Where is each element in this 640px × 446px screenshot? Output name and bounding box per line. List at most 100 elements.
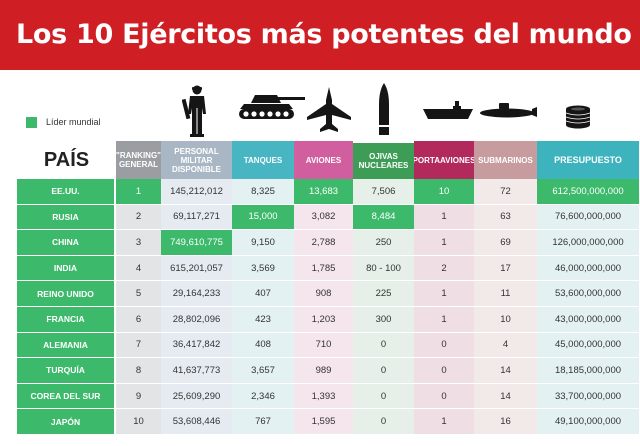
soldier-icon	[182, 85, 206, 137]
table-cell-presupuesto: 18,185,000,000	[537, 358, 639, 384]
fighter-jet-icon	[307, 87, 351, 132]
country-label: TURQUÍA	[17, 358, 116, 384]
table-cell-tanques: 8,325	[232, 179, 294, 205]
military-table: PAÍS "RANKING" GENERAL PERSONAL MILITAR DI…	[17, 141, 639, 435]
table-cell-aviones: 1,203	[294, 306, 353, 333]
table-cell-personal: 41,637,773	[161, 358, 232, 384]
country-label: COREA DEL SUR	[17, 383, 116, 410]
table-cell-portaaviones: 0	[414, 332, 474, 359]
table-cell-personal: 25,609,290	[161, 383, 232, 410]
warhead-icon	[379, 83, 389, 135]
table-cell-personal: 29,164,233	[161, 281, 232, 307]
table-cell-presupuesto: 612,500,000,000	[537, 179, 639, 205]
table-cell-ranking: 8	[116, 358, 161, 384]
table-cell-submarinos: 72	[474, 179, 537, 205]
country-label: REINO UNIDO	[17, 281, 116, 307]
table-cell-ojivas: 8,484	[353, 204, 414, 231]
table-cell-ranking: 9	[116, 383, 161, 410]
table-cell-aviones: 710	[294, 332, 353, 359]
table-cell-submarinos: 14	[474, 383, 537, 410]
column-header-personal: PERSONAL MILITAR DISPONIBLE	[161, 141, 232, 179]
table-cell-aviones: 1,785	[294, 255, 353, 282]
table-cell-submarinos: 16	[474, 409, 537, 435]
coins-icon	[565, 105, 591, 129]
table-cell-personal: 749,610,775	[161, 230, 232, 256]
column-header-submarinos: SUBMARINOS	[474, 141, 537, 179]
table-cell-ranking: 6	[116, 306, 161, 333]
table-cell-tanques: 767	[232, 409, 294, 435]
table-cell-aviones: 989	[294, 358, 353, 384]
table-cell-portaaviones: 10	[414, 179, 474, 205]
table-cell-ranking: 4	[116, 255, 161, 282]
table-cell-aviones: 908	[294, 281, 353, 307]
table-cell-tanques: 3,657	[232, 358, 294, 384]
table-cell-portaaviones: 1	[414, 306, 474, 333]
table-cell-portaaviones: 0	[414, 358, 474, 384]
table-cell-ojivas: 80 - 100	[353, 255, 414, 282]
table-cell-ranking: 7	[116, 332, 161, 359]
table-cell-aviones: 13,683	[294, 179, 353, 205]
table-cell-tanques: 15,000	[232, 204, 294, 231]
table-cell-presupuesto: 126,000,000,000	[537, 230, 639, 256]
column-header-aviones: AVIONES	[294, 141, 353, 179]
table-cell-tanques: 407	[232, 281, 294, 307]
table-cell-ojivas: 250	[353, 230, 414, 256]
country-label: INDIA	[17, 255, 116, 282]
page-title: Los 10 Ejércitos más potentes del mundo	[0, 0, 640, 70]
table-cell-personal: 53,608,446	[161, 409, 232, 435]
country-label: EE.UU.	[17, 179, 116, 205]
tank-icon	[239, 95, 305, 119]
table-cell-portaaviones: 1	[414, 409, 474, 435]
table-cell-submarinos: 69	[474, 230, 537, 256]
table-cell-tanques: 3,569	[232, 255, 294, 282]
column-header-ojivas: OJIVAS NUCLEARES	[353, 141, 414, 179]
table-cell-ojivas: 0	[353, 383, 414, 410]
table-cell-submarinos: 11	[474, 281, 537, 307]
table-cell-aviones: 2,788	[294, 230, 353, 256]
table-cell-personal: 145,212,012	[161, 179, 232, 205]
country-label: ALEMANIA	[17, 332, 116, 359]
table-cell-aviones: 1,393	[294, 383, 353, 410]
table-cell-aviones: 3,082	[294, 204, 353, 231]
table-cell-presupuesto: 46,000,000,000	[537, 255, 639, 282]
table-cell-tanques: 423	[232, 306, 294, 333]
aircraft-carrier-icon	[423, 101, 473, 119]
table-cell-presupuesto: 45,000,000,000	[537, 332, 639, 359]
table-cell-ojivas: 225	[353, 281, 414, 307]
table-cell-portaaviones: 0	[414, 383, 474, 410]
table-cell-ranking: 3	[116, 230, 161, 256]
column-header-tanques: TANQUES	[232, 141, 294, 179]
table-cell-ojivas: 0	[353, 332, 414, 359]
table-cell-portaaviones: 2	[414, 255, 474, 282]
table-cell-ojivas: 300	[353, 306, 414, 333]
country-label: RUSIA	[17, 204, 116, 231]
table-cell-ranking: 2	[116, 204, 161, 231]
table-cell-ranking: 5	[116, 281, 161, 307]
table-cell-tanques: 2,346	[232, 383, 294, 410]
table-cell-submarinos: 10	[474, 306, 537, 333]
legend-label: Líder mundial	[46, 117, 101, 127]
legend-swatch	[26, 116, 37, 128]
table-cell-personal: 69,117,271	[161, 204, 232, 231]
table-cell-presupuesto: 49,100,000,000	[537, 409, 639, 435]
column-header-presupuesto: PRESUPUESTO	[537, 141, 639, 179]
table-cell-submarinos: 63	[474, 204, 537, 231]
column-header-portaaviones: PORTAAVIONES	[414, 141, 474, 179]
table-cell-personal: 36,417,842	[161, 332, 232, 359]
country-label: FRANCIA	[17, 306, 116, 333]
table-cell-submarinos: 14	[474, 358, 537, 384]
table-cell-tanques: 408	[232, 332, 294, 359]
table-cell-personal: 615,201,057	[161, 255, 232, 282]
table-cell-portaaviones: 1	[414, 230, 474, 256]
table-cell-aviones: 1,595	[294, 409, 353, 435]
table-cell-presupuesto: 33,700,000,000	[537, 383, 639, 410]
table-cell-presupuesto: 43,000,000,000	[537, 306, 639, 333]
country-label: CHINA	[17, 230, 116, 256]
table-cell-tanques: 9,150	[232, 230, 294, 256]
table-cell-ranking: 10	[116, 409, 161, 435]
table-cell-ojivas: 0	[353, 409, 414, 435]
legend: Líder mundial	[26, 115, 101, 129]
table-cell-portaaviones: 1	[414, 281, 474, 307]
table-cell-submarinos: 4	[474, 332, 537, 359]
table-cell-presupuesto: 53,600,000,000	[537, 281, 639, 307]
